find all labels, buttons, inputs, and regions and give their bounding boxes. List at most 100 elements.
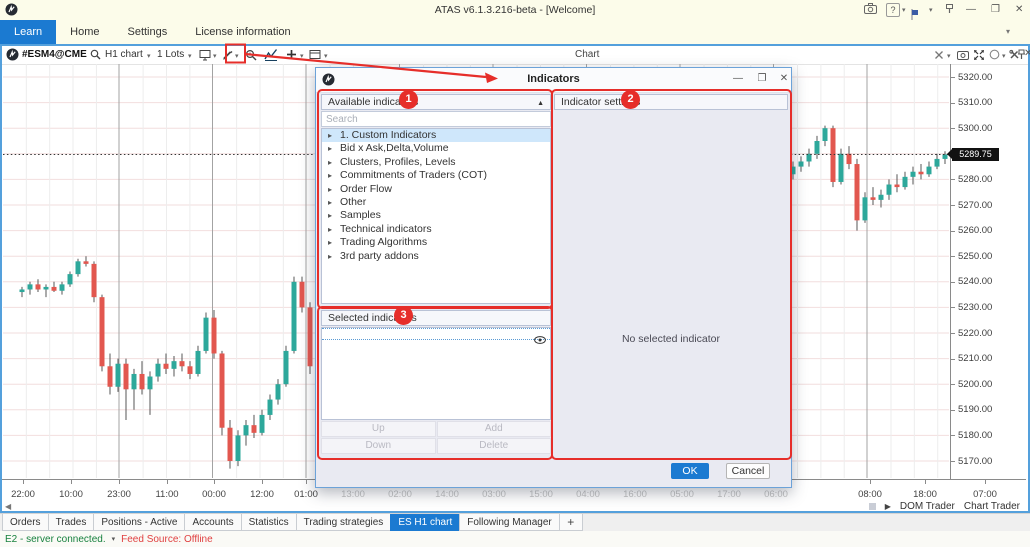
tab-trades[interactable]: Trades — [47, 514, 95, 531]
help-dropdown-icon[interactable]: ▾ — [902, 7, 906, 14]
expander-icon[interactable]: ▸ — [328, 224, 333, 234]
expander-icon[interactable]: ▸ — [328, 144, 333, 154]
available-indicators-header[interactable]: Available indicators ▲ — [321, 94, 551, 110]
expander-icon[interactable]: ▸ — [328, 184, 333, 194]
dom-trader-button[interactable]: DOM Trader — [899, 501, 955, 512]
tree-item-technical-indicators[interactable]: ▸ Technical indicators — [322, 223, 550, 236]
tree-item-other[interactable]: ▸ Other — [322, 196, 550, 209]
cancel-button[interactable]: Cancel — [726, 463, 770, 479]
crosshair-off-icon[interactable] — [934, 48, 944, 61]
ok-button[interactable]: OK — [671, 463, 709, 479]
layout-icon[interactable] — [309, 48, 321, 61]
pencil-icon[interactable] — [222, 48, 233, 61]
price-axis[interactable]: 5320.00 5310.00 5300.00 5280.00 5270.00 5260.… — [947, 64, 1027, 479]
indicator-category-tree[interactable]: ▸ 1. Custom Indicators ▸ Bid x Ask,Delta,Vo… — [321, 128, 551, 304]
tab-es-h1-chart[interactable]: ES H1 chart — [390, 514, 461, 531]
zoom-in-icon[interactable] — [245, 48, 257, 61]
tab-accounts[interactable]: Accounts — [184, 514, 242, 531]
lots-select[interactable]: 1 Lots — [157, 49, 185, 60]
timeframe-dropdown-icon[interactable]: ▾ — [147, 53, 151, 60]
delete-button[interactable]: Delete — [436, 438, 551, 454]
menu-item-license-information[interactable]: License information — [195, 26, 291, 38]
no-selected-indicator-text: No selected indicator — [621, 333, 721, 345]
pin-icon[interactable] — [944, 3, 955, 19]
tools-icon[interactable] — [1009, 48, 1020, 61]
time-tick — [23, 480, 24, 484]
layout-dropdown-icon[interactable]: ▾ — [324, 53, 328, 60]
dialog-titlebar[interactable]: Indicators — ❐ ✕ — [316, 68, 791, 93]
dialog-restore-icon[interactable]: ❐ — [757, 73, 767, 84]
tree-item-3rd-party-addons[interactable]: ▸ 3rd party addons — [322, 250, 550, 263]
symbol-label[interactable]: #ESM4@CME — [22, 49, 87, 60]
expander-icon[interactable]: ▸ — [328, 211, 333, 221]
price-label: 5240.00 — [951, 276, 992, 287]
ribbon-collapse-icon[interactable]: ▾ — [1006, 27, 1011, 36]
tree-item-samples[interactable]: ▸ Samples — [322, 209, 550, 222]
sync-group-icon[interactable] — [989, 48, 1000, 61]
expander-icon[interactable]: ▸ — [328, 251, 333, 261]
menu-item-settings[interactable]: Settings — [127, 26, 168, 38]
menu-item-home[interactable]: Home — [70, 26, 100, 38]
tab-positions-active[interactable]: Positions - Active — [93, 514, 186, 531]
indicators-icon[interactable] — [264, 48, 278, 61]
up-button[interactable]: Up — [321, 421, 436, 437]
add-tab-button[interactable]: + — [558, 514, 583, 531]
language-dropdown-icon[interactable]: ▾ — [929, 7, 933, 14]
timeframe-select[interactable]: H1 chart — [105, 49, 143, 60]
tab-trading-strategies[interactable]: Trading strategies — [295, 514, 392, 531]
selected-indicators-list[interactable] — [321, 327, 551, 420]
search-icon[interactable] — [90, 48, 101, 61]
camera-icon[interactable] — [864, 3, 877, 19]
collapse-icon[interactable]: ▲ — [537, 100, 544, 107]
restore-icon[interactable]: ❐ — [991, 4, 1000, 15]
tab-following-manager[interactable]: Following Manager — [459, 514, 560, 531]
expander-icon[interactable]: ▸ — [328, 157, 333, 167]
add-panel-dropdown-icon[interactable]: ▾ — [300, 53, 304, 60]
pin-chart-icon[interactable] — [1017, 48, 1026, 61]
tab-statistics[interactable]: Statistics — [240, 514, 297, 531]
down-button[interactable]: Down — [321, 438, 436, 454]
tree-item-clusters-profiles-levels[interactable]: ▸ Clusters, Profiles, Levels — [322, 156, 550, 169]
expander-icon[interactable]: ▸ — [328, 131, 333, 140]
dialog-close-icon[interactable]: ✕ — [779, 73, 789, 84]
display-icon[interactable] — [199, 48, 211, 61]
expander-icon[interactable]: ▸ — [328, 197, 333, 207]
dialog-minimize-icon[interactable]: — — [733, 73, 743, 84]
tree-item-commitments-of-traders-cot[interactable]: ▸ Commitments of Traders (COT) — [322, 169, 550, 182]
expander-icon[interactable]: ▸ — [328, 238, 333, 248]
search-input[interactable] — [321, 111, 551, 127]
display-dropdown-icon[interactable]: ▾ — [213, 53, 217, 60]
add-panel-icon[interactable] — [286, 48, 297, 61]
lots-dropdown-icon[interactable]: ▾ — [188, 53, 192, 60]
price-label: 5210.00 — [951, 353, 992, 364]
fullscreen-icon[interactable] — [973, 48, 985, 61]
expand-panel-icon[interactable]: ▶ — [884, 502, 891, 511]
visibility-eye-icon[interactable] — [534, 331, 546, 349]
tab-orders[interactable]: Orders — [2, 514, 49, 531]
menu-item-learn[interactable]: Learn — [0, 20, 57, 44]
tree-item-bid-x-ask-delta-volume[interactable]: ▸ Bid x Ask,Delta,Volume — [322, 142, 550, 155]
connection-dropdown-icon[interactable]: ▾ — [111, 536, 116, 543]
selected-indicators-header[interactable]: Selected indicators — [321, 310, 551, 326]
add-button[interactable]: Add — [436, 421, 551, 437]
close-icon[interactable]: ✕ — [1015, 4, 1024, 15]
close-chart-icon[interactable]: ✕ — [1024, 48, 1030, 59]
time-label: 14:00 — [435, 489, 459, 500]
time-label: 23:00 — [107, 489, 131, 500]
sync-group-dropdown-icon[interactable]: ▾ — [1002, 53, 1006, 60]
language-flag-icon[interactable] — [911, 9, 913, 22]
tree-item-1-custom-indicators[interactable]: ▸ 1. Custom Indicators — [322, 129, 550, 143]
expander-icon[interactable]: ▸ — [328, 171, 333, 181]
time-label: 16:00 — [623, 489, 647, 500]
tree-item-order-flow[interactable]: ▸ Order Flow — [322, 183, 550, 196]
scroll-left-icon[interactable]: ◀ — [5, 502, 12, 511]
screenshot-icon[interactable] — [957, 48, 969, 61]
crosshair-dropdown-icon[interactable]: ▾ — [947, 53, 951, 60]
help-icon[interactable]: ? — [886, 3, 900, 17]
pencil-dropdown-icon[interactable]: ▾ — [235, 53, 239, 60]
minimize-icon[interactable]: — — [966, 4, 976, 15]
chart-trader-button[interactable]: Chart Trader — [963, 501, 1020, 512]
selected-indicator-row[interactable] — [322, 328, 550, 344]
tree-item-trading-algorithms[interactable]: ▸ Trading Algorithms — [322, 236, 550, 249]
